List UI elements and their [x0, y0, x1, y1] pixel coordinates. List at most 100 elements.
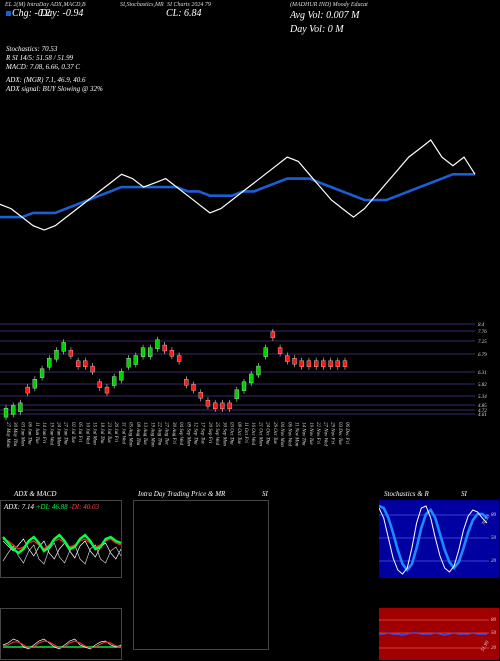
x-tick-19: 13 Aug Tue	[142, 422, 147, 445]
candle-body-33	[241, 381, 247, 391]
header: EL 2(M) IntraDay ADX,MACD,B SI,Stochasti…	[0, 0, 500, 40]
close-label: CL: 6.84	[166, 8, 202, 19]
x-tick-43: 22 Nov Fri	[315, 422, 320, 445]
candle-body-13	[97, 381, 102, 388]
day-volume: Day Vol: 0 M	[290, 24, 344, 35]
candle-body-37	[270, 331, 276, 339]
x-tick-34: 16 Oct Wed	[250, 422, 255, 446]
header-line-2: SI,Stochastics,MR	[120, 2, 164, 8]
candle-chart: 8.4 7.76 7.25 6.79 6.31 5.82 5.34 4.854.724.61 2…	[0, 323, 487, 448]
candle-body-34	[249, 373, 254, 384]
x-tick-0: 27 May Mon	[5, 422, 10, 448]
rsi-value: R SI 14/5: 51.58 / 51.99	[6, 54, 74, 62]
candle-body-16	[119, 371, 124, 381]
y-tick-1: 7.76	[478, 330, 487, 335]
header-line-1: EL 2(M) IntraDay ADX,MACD,B	[5, 2, 86, 8]
y-tick-5: 5.82	[478, 383, 487, 388]
candle-body-7	[54, 350, 59, 360]
x-tick-5: 14 Jun Fri	[41, 422, 46, 444]
candle-body-27	[198, 392, 203, 399]
y-tick-6: 5.34	[478, 395, 487, 400]
adx-value: ADX: (MGR) 7.1, 46.9, 40.6	[6, 76, 86, 84]
rsi-scale-80: 80	[491, 618, 496, 623]
adx-readout-minus-di: -DI: 40.03	[69, 503, 99, 511]
x-tick-18: 08 Aug Thu	[135, 422, 140, 446]
x-tick-11: 10 Jul Wed	[84, 422, 89, 445]
candle-body-8	[61, 342, 66, 352]
x-tick-45: 29 Nov Fri	[330, 422, 335, 445]
adx-macd-title: ADX & MACD	[14, 490, 57, 498]
x-tick-8: 27 Jun Thu	[63, 422, 68, 445]
candle-body-46	[335, 360, 340, 367]
x-tick-7: 24 Jun Mon	[55, 422, 60, 446]
candle-body-19	[140, 347, 146, 357]
candle-body-25	[184, 379, 189, 386]
candle-body-35	[256, 365, 261, 376]
candle-body-36	[263, 347, 268, 357]
avg-volume: Avg Vol: 0.007 M	[290, 10, 360, 21]
candle-body-21	[155, 339, 160, 349]
header-line-3: SI Charts 2024 79	[167, 2, 211, 8]
y-tick-8: 4.72	[478, 409, 487, 414]
x-tick-42: 19 Nov Tue	[308, 422, 313, 446]
y-tick-4: 6.31	[478, 371, 487, 376]
macd-value: MACD: 7.08, 6.66, 0.37 C	[6, 63, 81, 71]
x-tick-33: 11 Oct Fri	[243, 422, 248, 443]
x-tick-2: 03 Jun Mon	[19, 422, 24, 446]
stoch-d-line	[379, 504, 488, 573]
x-tick-28: 20 Sep Fri	[207, 422, 212, 444]
stoch-title: Stochastics & R	[384, 490, 429, 498]
x-tick-3: 06 Jun Thu	[27, 422, 32, 445]
x-tick-22: 27 Aug Tue	[164, 422, 169, 445]
candle-body-1	[11, 405, 16, 415]
intraday-panel	[133, 500, 269, 650]
x-tick-6: 19 Jun Wed	[48, 422, 53, 446]
candle-body-5	[39, 368, 45, 378]
header-line-4: (MADHUR IND) Moody Educat	[290, 2, 368, 8]
stoch-scale-20: 20	[491, 559, 496, 564]
rsi-line	[379, 632, 487, 636]
candle-body-38	[277, 347, 283, 354]
candle-body-44	[321, 360, 326, 367]
x-tick-13: 18 Jul Thu	[99, 422, 104, 444]
candle-body-39	[285, 355, 290, 362]
stoch-scale-80: 80	[491, 513, 496, 518]
x-tick-41: 14 Nov Thu	[301, 422, 306, 446]
x-tick-15: 26 Jul Fri	[113, 422, 118, 443]
candle-body-11	[83, 360, 88, 367]
adx-readout-plus-di: +DI: 46.88	[35, 503, 68, 511]
candle-body-29	[213, 402, 218, 410]
candle-body-12	[90, 365, 95, 373]
x-tick-38: 04 Nov Mon	[279, 422, 284, 447]
candle-body-23	[169, 350, 175, 357]
stochastics-panel: 80 50 20 70.53	[379, 500, 499, 578]
stoch-si-title: SI	[461, 490, 467, 498]
macd-panel	[0, 608, 122, 660]
series-line-0	[0, 139, 476, 231]
x-tick-17: 05 Aug Mon	[128, 422, 133, 447]
y-tick-3: 6.79	[478, 353, 487, 358]
candle-body-22	[162, 344, 167, 352]
x-tick-35: 21 Oct Mon	[257, 422, 262, 446]
x-tick-14: 23 Jul Tue	[106, 422, 111, 444]
x-tick-36: 24 Oct Thu	[265, 422, 270, 445]
candle-body-17	[126, 358, 131, 368]
rsi-lines	[379, 619, 489, 649]
x-tick-24: 04 Sep Wed	[178, 422, 183, 446]
candle-body-18	[133, 355, 138, 365]
y-tick-9: 4.61	[478, 413, 487, 418]
adx-readout-adx: ADX: 7.14	[4, 503, 34, 511]
candle-body-4	[32, 379, 38, 389]
candle-body-14	[104, 386, 110, 394]
candle-body-26	[191, 384, 196, 391]
stochastics-lines	[379, 504, 489, 575]
adx-signal: ADX signal: BUY Slowing @ 32%	[6, 85, 103, 93]
stochastics-value: Stochastics: 70.53	[6, 45, 58, 53]
indicator-summary: Stochastics: 70.53 R SI 14/5: 51.58 / 51…	[6, 45, 103, 94]
macd-lines	[2, 638, 122, 650]
candle-body-6	[47, 358, 52, 368]
candle-body-0	[3, 407, 9, 418]
candle-body-3	[25, 386, 30, 394]
x-tick-31: 03 Oct Thu	[229, 422, 234, 445]
x-tick-21: 22 Aug Thu	[156, 422, 161, 446]
